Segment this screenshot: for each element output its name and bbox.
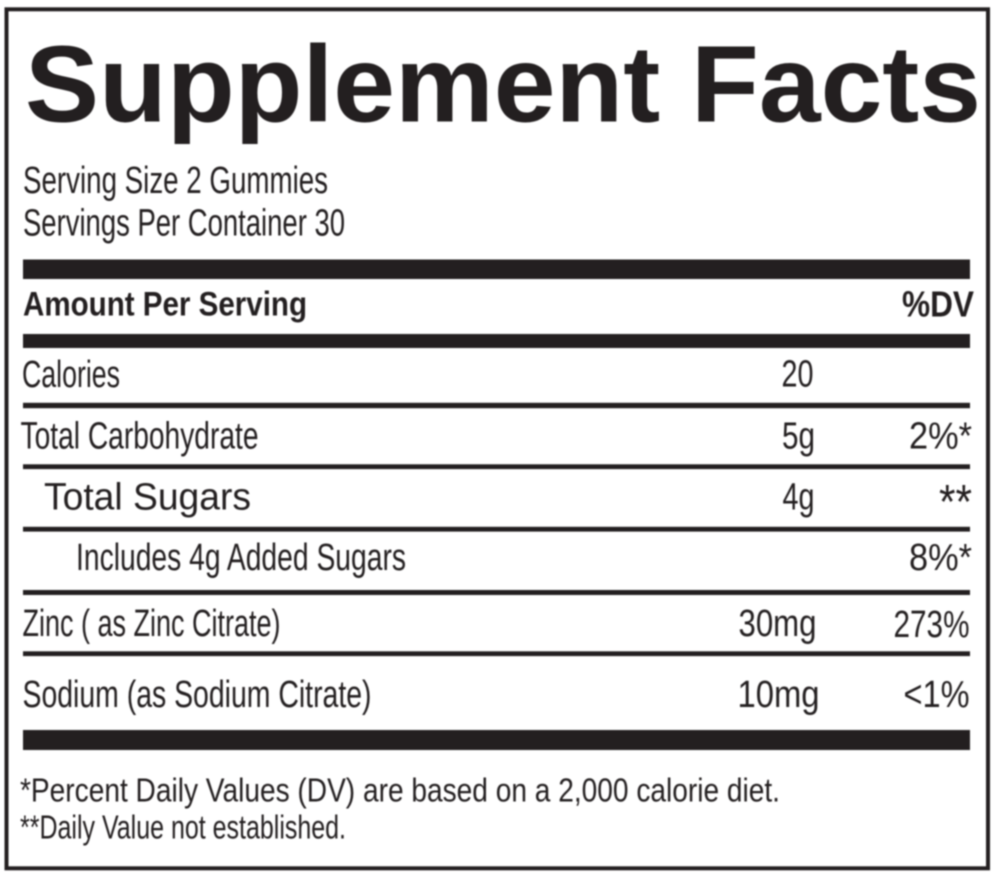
svg-text:*Percent Daily Values (DV) are: *Percent Daily Values (DV) are based on … [20,772,780,809]
svg-text:5g: 5g [782,416,815,458]
svg-text:Servings Per Container 30: Servings Per Container 30 [23,203,345,245]
svg-text:Sodium (as Sodium Citrate): Sodium (as Sodium Citrate) [23,674,372,716]
svg-text:Amount Per Serving: Amount Per Serving [23,286,307,324]
svg-text:<1%: <1% [904,674,970,716]
svg-text:Zinc ( as Zinc Citrate): Zinc ( as Zinc Citrate) [23,603,281,645]
svg-text:2%*: 2%* [909,416,972,458]
svg-text:30mg: 30mg [739,603,817,645]
svg-text:Includes 4g Added Sugars: Includes 4g Added Sugars [76,537,406,579]
svg-text:%DV: %DV [902,284,974,325]
svg-text:**: ** [939,476,972,529]
svg-text:10mg: 10mg [738,674,820,716]
svg-text:20: 20 [782,354,814,396]
svg-text:**Daily Value not established.: **Daily Value not established. [20,809,346,846]
svg-text:Total Carbohydrate: Total Carbohydrate [21,416,259,458]
svg-text:273%: 273% [894,604,970,646]
svg-text:Total Sugars: Total Sugars [44,477,251,519]
svg-text:Serving Size 2 Gummies: Serving Size 2 Gummies [23,160,328,202]
svg-text:8%*: 8%* [909,537,972,579]
svg-text:Supplement Facts: Supplement Facts [25,24,981,146]
svg-text:Calories: Calories [22,354,120,396]
svg-text:4g: 4g [783,477,815,519]
